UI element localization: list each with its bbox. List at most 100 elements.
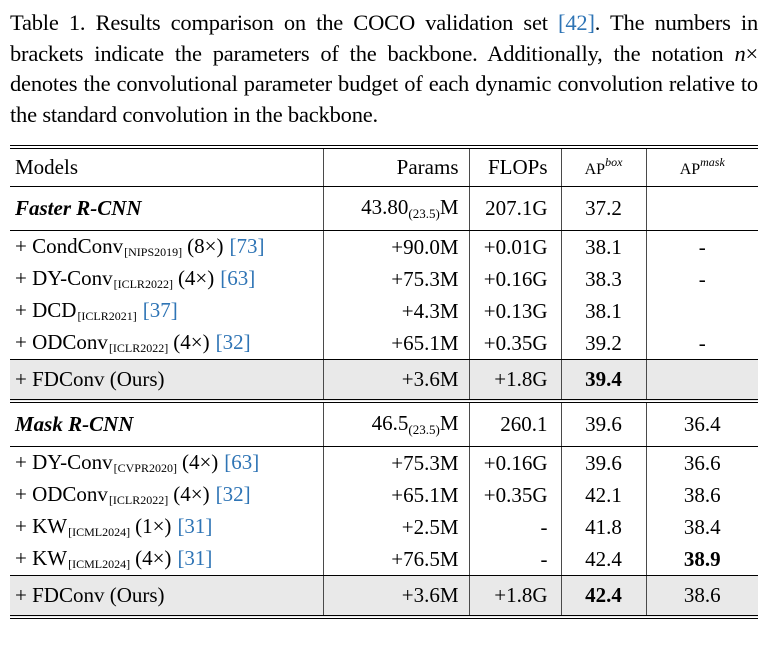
venue-subscript: [ICML2024] (68, 557, 131, 572)
ap-mask-superscript: mask (700, 155, 725, 170)
table-row: + FDConv (Ours) +3.6M +1.8G 39.4 (10, 359, 758, 404)
venue-subscript: [ICLR2022] (108, 341, 169, 356)
citation-link[interactable]: [37] (142, 298, 178, 323)
citation-link[interactable]: [31] (177, 546, 213, 571)
model-cell: + DCD[ICLR2021] [37] (10, 295, 323, 327)
flops-cell: - (468, 511, 561, 544)
params-cell: +4.3M (322, 295, 469, 328)
table-row: Mask R-CNN 46.5(23.5)M 260.1 39.6 36.4 (10, 401, 758, 448)
params-cell: +65.1M (322, 327, 469, 361)
params-cell: 46.5(23.5)M (322, 401, 469, 448)
params-value: +4.3M (401, 298, 459, 323)
params-value: +75.3M (391, 266, 459, 291)
col-header-params: Params (322, 147, 469, 188)
ap-box-cell: 38.1 (560, 230, 646, 264)
citation-link[interactable]: [31] (177, 514, 213, 539)
params-value: +65.1M (391, 482, 459, 507)
params-value: +76.5M (391, 546, 459, 571)
params-cell: +90.0M (322, 230, 469, 264)
model-name: + ODConv (15, 482, 108, 507)
caption-text: Table 1. Results comparison on the COCO … (10, 10, 559, 35)
ap-mask-cell: - (645, 327, 758, 361)
caption-text: . The numbers in brackets indicate the p… (10, 10, 758, 66)
model-name: + KW (15, 514, 68, 539)
params-value: +65.1M (391, 330, 459, 355)
citation-link[interactable]: [32] (215, 482, 251, 507)
ap-box-cell: 38.3 (560, 263, 646, 296)
model-name: + FDConv (Ours) (15, 367, 165, 392)
params-value: 43.80 (361, 195, 409, 220)
caption-text: n (734, 40, 746, 66)
model-name: + CondConv (15, 234, 124, 259)
model-name: + FDConv (Ours) (15, 583, 165, 608)
model-cell: Mask R-CNN (10, 401, 323, 448)
scale-notation: (4×) (177, 266, 215, 291)
citation-link[interactable]: [42] (558, 10, 595, 35)
params-value: +75.3M (391, 450, 459, 475)
ap-label: AP (584, 161, 606, 179)
params-cell: 43.80(23.5)M (322, 186, 469, 232)
flops-cell: +0.13G (468, 295, 561, 328)
ap-mask-cell: 38.4 (645, 511, 758, 544)
table-body: Faster R-CNN 43.80(23.5)M 207.1G 37.2 + Cond… (10, 186, 758, 620)
caption-text: × denotes the convolutional parameter bu… (10, 40, 758, 127)
table-row: + ODConv[ICLR2022] (4×) [32] +65.1M +0.35G 39… (10, 327, 758, 361)
col-header-ap-box: APbox (560, 147, 646, 188)
ap-label: AP (679, 161, 701, 179)
model-cell: + DY-Conv[ICLR2022] (4×) [63] (10, 263, 323, 295)
col-header-models: Models (10, 147, 323, 188)
citation-link[interactable]: [32] (215, 330, 251, 355)
table-row: + DCD[ICLR2021] [37] +4.3M +0.13G 38.1 (10, 295, 758, 328)
model-name: + DCD (15, 298, 77, 323)
flops-cell: +1.8G (468, 359, 561, 404)
ap-box-cell: 42.4 (560, 575, 646, 620)
params-cell: +76.5M (322, 543, 469, 577)
citation-link[interactable]: [63] (220, 266, 256, 291)
model-name: + DY-Conv (15, 266, 113, 291)
table-row: + KW[ICML2024] (4×) [31] +76.5M -42.4 38.9 (10, 543, 758, 577)
params-cell: +3.6M (322, 359, 469, 404)
flops-cell: +0.01G (468, 230, 561, 264)
model-name: Faster R-CNN (15, 196, 142, 221)
params-cell: +3.6M (322, 575, 469, 620)
ap-box-cell: 38.1 (560, 295, 646, 328)
flops-cell: +0.16G (468, 446, 561, 480)
venue-subscript: [CVPR2020] (113, 461, 177, 476)
table-row: Faster R-CNN 43.80(23.5)M 207.1G 37.2 (10, 186, 758, 232)
table-row: + FDConv (Ours) +3.6M +1.8G 42.4 38.6 (10, 575, 758, 620)
model-cell: + KW[ICML2024] (4×) [31] (10, 543, 323, 577)
ap-box-cell: 42.4 (560, 543, 646, 577)
flops-cell: +0.16G (468, 263, 561, 296)
citation-link[interactable]: [73] (229, 234, 265, 259)
venue-subscript: [ICLR2022] (108, 493, 169, 508)
ap-box-cell: 39.6 (560, 446, 646, 480)
ap-mask-cell (645, 359, 758, 404)
venue-subscript: [ICLR2022] (113, 277, 173, 292)
ap-mask-cell: 38.6 (645, 575, 758, 620)
model-name: Mask R-CNN (15, 412, 134, 437)
flops-cell: 260.1 (468, 401, 561, 448)
venue-subscript: [ICML2024] (68, 525, 131, 540)
model-cell: + ODConv[ICLR2022] (4×) [32] (10, 327, 323, 361)
params-value: +2.5M (401, 514, 459, 539)
model-name: + ODConv (15, 330, 108, 355)
col-header-flops: FLOPs (468, 147, 561, 188)
venue-subscript: [NIPS2019] (124, 245, 183, 260)
params-unit: M (439, 411, 459, 436)
ap-box-cell: 39.2 (560, 327, 646, 361)
model-cell: Faster R-CNN (10, 186, 323, 232)
params-cell: +75.3M (322, 263, 469, 296)
model-cell: + FDConv (Ours) (10, 575, 323, 620)
ap-mask-cell: 38.9 (645, 543, 758, 577)
col-header-ap-mask: APmask (645, 147, 758, 188)
scale-notation: (4×) (173, 330, 210, 355)
params-subscript: (23.5) (408, 422, 440, 438)
ap-mask-cell: 36.4 (645, 401, 758, 448)
ap-mask-cell: 36.6 (645, 446, 758, 480)
citation-link[interactable]: [63] (224, 450, 260, 475)
table-row: + CondConv[NIPS2019] (8×) [73] +90.0M +0.01G… (10, 230, 758, 264)
ap-box-cell: 37.2 (560, 186, 646, 232)
model-name: + KW (15, 546, 68, 571)
ap-mask-cell (645, 295, 758, 328)
model-cell: + FDConv (Ours) (10, 359, 323, 404)
